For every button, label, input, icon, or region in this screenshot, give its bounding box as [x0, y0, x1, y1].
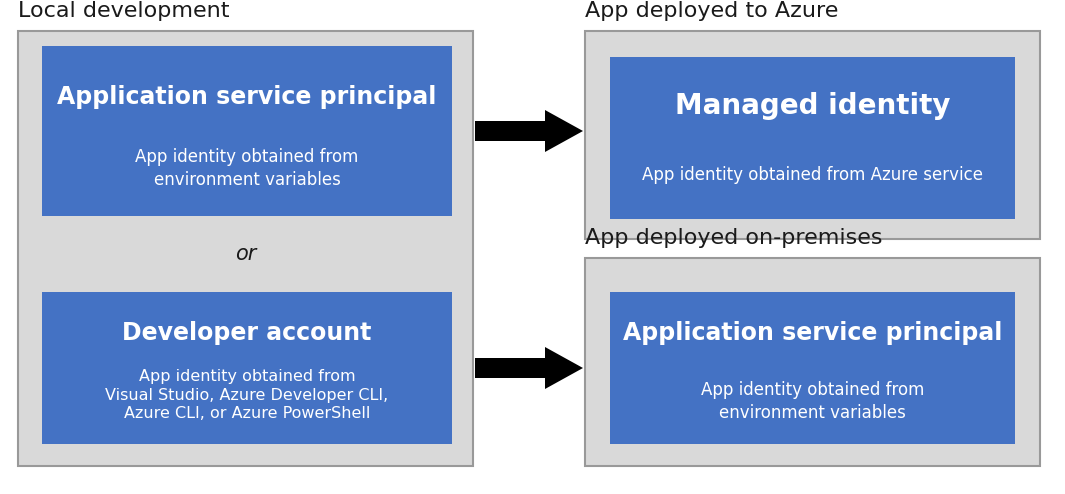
Text: App identity obtained from
environment variables: App identity obtained from environment v…	[135, 148, 359, 189]
Text: App deployed to Azure: App deployed to Azure	[585, 1, 838, 21]
Bar	[18, 31, 473, 466]
Text: Managed identity: Managed identity	[675, 91, 950, 120]
Text: App identity obtained from
Visual Studio, Azure Developer CLI,
Azure CLI, or Azu: App identity obtained from Visual Studio…	[105, 369, 389, 421]
Bar	[585, 258, 1041, 466]
Bar	[475, 358, 545, 378]
Text: App identity obtained from Azure service: App identity obtained from Azure service	[642, 166, 983, 184]
Text: or: or	[234, 244, 257, 264]
Bar	[610, 292, 1015, 444]
Text: App deployed on-premises: App deployed on-premises	[585, 228, 883, 248]
Text: Local development: Local development	[18, 1, 229, 21]
Text: Developer account: Developer account	[122, 321, 372, 345]
Text: Application service principal: Application service principal	[58, 85, 437, 109]
Bar	[42, 46, 452, 216]
Bar	[585, 31, 1041, 239]
Text: App identity obtained from
environment variables: App identity obtained from environment v…	[701, 381, 924, 421]
Bar	[475, 121, 545, 141]
Bar	[42, 292, 452, 444]
Polygon shape	[545, 110, 583, 152]
Text: Application service principal: Application service principal	[623, 321, 1002, 345]
Bar	[610, 57, 1015, 219]
Polygon shape	[545, 347, 583, 389]
